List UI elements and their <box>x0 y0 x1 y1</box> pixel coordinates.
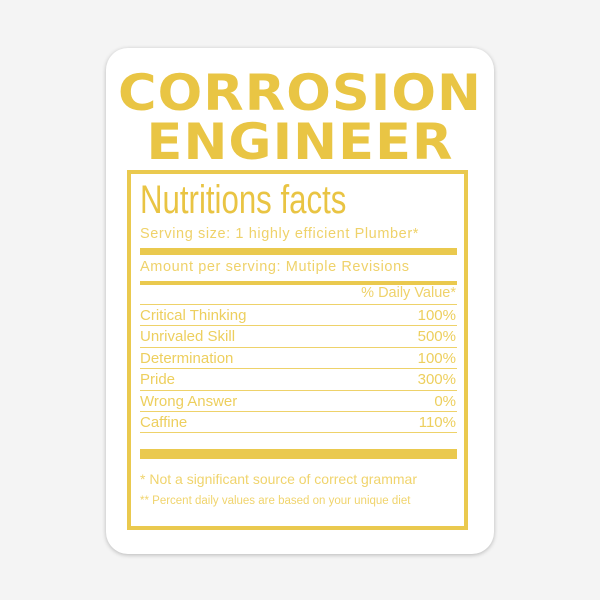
title-line-1: CORROSION <box>117 64 482 122</box>
divider <box>140 281 457 285</box>
label-heading: Nutritions facts <box>140 178 347 222</box>
nutrient-value: 110% <box>418 414 456 431</box>
title-line-2: ENGINEER <box>146 113 454 171</box>
nutrition-label: Nutritions facts Serving size: 1 highly … <box>127 170 468 530</box>
nutrient-row: Determination 100% <box>140 346 457 369</box>
sticker <box>106 48 494 554</box>
nutrient-row: Caffine 110% <box>140 411 457 433</box>
nutrient-value: 300% <box>417 371 456 389</box>
row-divider <box>140 432 457 433</box>
nutrient-name: Unrivaled Skill <box>140 328 236 346</box>
nutrient-value: 100% <box>417 307 456 324</box>
footnote-daily-values: ** Percent daily values are based on you… <box>140 495 411 507</box>
nutrient-value: 100% <box>417 349 456 367</box>
nutrient-name: Wrong Answer <box>140 392 238 410</box>
nutrient-value: 0% <box>434 392 456 410</box>
amount-per-serving: Amount per serving: Mutiple Revisions <box>140 259 410 275</box>
nutrient-name: Critical Thinking <box>140 307 247 324</box>
nutrient-row: Unrivaled Skill 500% <box>140 325 457 347</box>
thick-divider <box>140 248 457 255</box>
nutrient-value: 500% <box>417 328 456 346</box>
daily-value-header: % Daily Value* <box>361 285 456 301</box>
nutrient-row: Critical Thinking 100% <box>140 304 457 326</box>
nutrient-name: Pride <box>140 371 176 389</box>
footnote-grammar: * Not a significant source of correct gr… <box>140 471 417 487</box>
serving-size: Serving size: 1 highly efficient Plumber… <box>140 226 420 242</box>
thick-divider <box>140 449 457 459</box>
nutrient-row: Pride 300% <box>140 368 457 390</box>
nutrient-row: Wrong Answer 0% <box>140 389 457 412</box>
nutrient-name: Caffine <box>140 414 188 431</box>
nutrient-name: Determination <box>140 349 234 367</box>
